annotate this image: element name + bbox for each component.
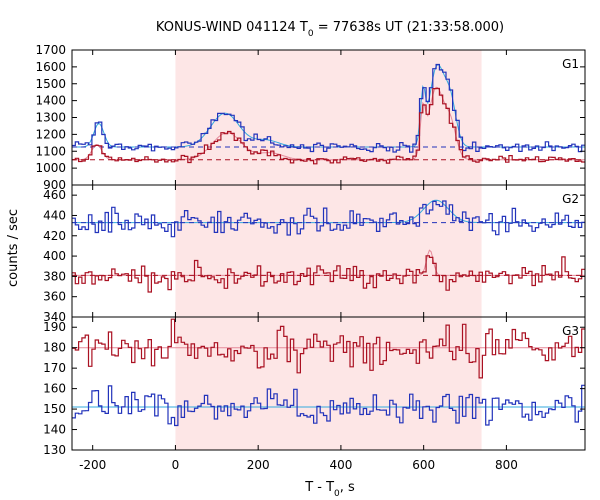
- panel-g3: 130 140 150 160 170 180 190 G3: [43, 316, 586, 457]
- x-tick-label: 400: [329, 458, 352, 472]
- chart-title-main: KONUS-WIND 041124 T: [156, 20, 308, 35]
- y-tick-label: 190: [43, 320, 66, 334]
- y-tick-label: 1000: [35, 161, 66, 175]
- x-tick-label: 600: [412, 458, 435, 472]
- x-axis-label-tail: , s: [340, 480, 355, 495]
- panel-label-g2: G2: [562, 192, 579, 206]
- y-tick-label: 400: [43, 249, 66, 263]
- y-tick-label: 440: [43, 208, 66, 222]
- chart-title-subscript: 0: [308, 29, 314, 39]
- y-tick-label: 1300: [35, 111, 66, 125]
- y-tick-label: 900: [43, 178, 66, 192]
- y-tick-label: 1600: [35, 60, 66, 74]
- y-tick-label: 1200: [35, 127, 66, 141]
- y-tick-label: 1700: [35, 43, 66, 57]
- y-tick-label: 460: [43, 188, 66, 202]
- x-tick-labels: -200 0 200 400 600 800: [79, 458, 518, 472]
- x-tick-label: -200: [79, 458, 106, 472]
- x-axis-label-subscript: 0: [334, 489, 340, 499]
- y-tick-label: 360: [43, 290, 66, 304]
- panel-label-g1: G1: [562, 57, 579, 71]
- lightcurve-g1-blue: [72, 63, 585, 153]
- highlight-interval-band: [175, 317, 482, 450]
- y-tick-label: 340: [43, 310, 66, 324]
- x-tick-label: 800: [495, 458, 518, 472]
- panels-group: 900 1000 1100 1200 1300 1400 1500 1600 1700 G1 340…: [35, 43, 586, 457]
- highlight-interval-band: [175, 50, 482, 185]
- y-tick-label: 380: [43, 269, 66, 283]
- lightcurve-g2-red: [72, 255, 585, 293]
- lightcurve-g3-red: [72, 318, 585, 379]
- lightcurve-g2-blue: [72, 200, 585, 238]
- y-tick-label: 130: [43, 443, 66, 457]
- y-tick-label: 1500: [35, 77, 66, 91]
- y-tick-label: 150: [43, 402, 66, 416]
- y-tick-label: 140: [43, 423, 66, 437]
- x-axis-label-main: T - T: [304, 480, 334, 495]
- panel-g1: 900 1000 1100 1200 1300 1400 1500 1600 1700 G1: [35, 43, 586, 192]
- x-axis-label: T - T0, s: [304, 480, 355, 499]
- chart-title: KONUS-WIND 041124 T0 = 77638s UT (21:33:…: [156, 20, 504, 39]
- chart-title-tail: = 77638s UT (21:33:58.000): [314, 20, 504, 35]
- y-axis-label: counts / sec: [6, 209, 21, 287]
- panel-label-g3: G3: [562, 324, 579, 338]
- y-tick-label: 420: [43, 229, 66, 243]
- lightcurve-g3-blue: [72, 384, 585, 427]
- y-tick-label: 160: [43, 382, 66, 396]
- x-tick-label: 200: [247, 458, 270, 472]
- panel-g2: 340 360 380 400 420 440 460 G2: [43, 184, 586, 324]
- y-tick-label: 1400: [35, 94, 66, 108]
- panel-frame: [71, 316, 586, 451]
- lightcurve-g1-red: [72, 87, 585, 165]
- y-tick-label: 180: [43, 341, 66, 355]
- x-tick-label: 0: [172, 458, 180, 472]
- y-tick-label: 170: [43, 361, 66, 375]
- y-tick-label: 1100: [35, 144, 66, 158]
